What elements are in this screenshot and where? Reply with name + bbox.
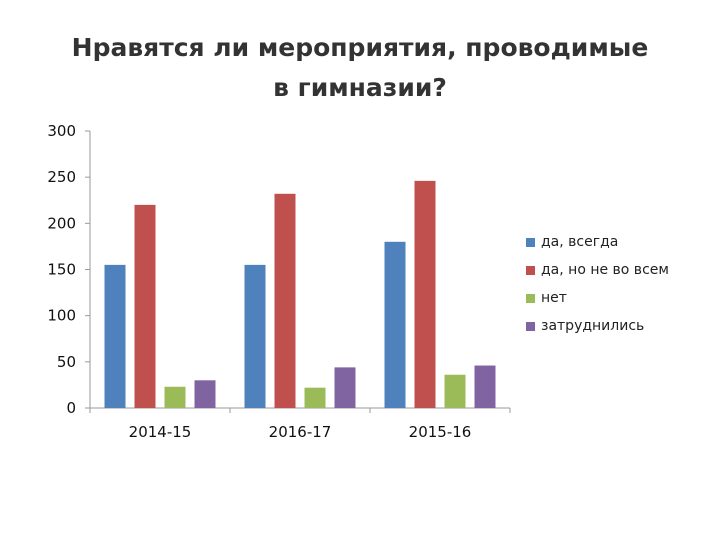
legend-item: нет xyxy=(526,284,669,312)
x-tick-label: 2016-17 xyxy=(269,423,332,441)
legend-label: да, всегда xyxy=(541,234,619,250)
y-tick-label: 0 xyxy=(66,399,76,417)
bar xyxy=(244,264,266,408)
chart-title: Нравятся ли мероприятия, проводимые в ги… xyxy=(71,33,649,102)
legend-label: затруднились xyxy=(541,318,645,334)
legend-item: затруднились xyxy=(526,312,669,340)
bar xyxy=(304,387,326,408)
legend-swatch xyxy=(526,265,535,275)
legend-swatch xyxy=(526,321,535,331)
y-tick-label: 150 xyxy=(47,261,76,279)
bars xyxy=(104,180,496,408)
legend-item: да, но не во всем xyxy=(526,256,669,284)
legend-label: да, но не во всем xyxy=(541,262,669,278)
x-tick-label: 2015-16 xyxy=(409,423,472,441)
x-tick-label: 2014-15 xyxy=(129,423,192,441)
legend: да, всегда да, но не во всем нет затрудн… xyxy=(526,228,669,340)
y-tick-label: 100 xyxy=(47,307,76,325)
y-tick-label: 200 xyxy=(47,214,76,232)
bar xyxy=(194,380,216,408)
y-tick-label: 250 xyxy=(47,168,76,186)
y-axis-ticks: 300 250 200 150 100 50 0 xyxy=(47,122,90,417)
bar xyxy=(444,374,466,408)
y-tick-label: 300 xyxy=(47,122,76,140)
legend-swatch xyxy=(526,237,535,247)
legend-label: нет xyxy=(541,290,567,306)
legend-item: да, всегда xyxy=(526,228,669,256)
bar xyxy=(104,264,126,408)
legend-swatch xyxy=(526,293,535,303)
bar xyxy=(274,193,296,408)
y-tick-label: 50 xyxy=(57,353,76,371)
bar xyxy=(384,241,406,408)
bar xyxy=(164,386,186,408)
bar xyxy=(134,204,156,408)
bar xyxy=(334,367,356,408)
bar xyxy=(474,365,496,408)
x-axis-ticks: 2014-15 2016-17 2015-16 xyxy=(89,408,511,441)
bar xyxy=(414,180,436,408)
